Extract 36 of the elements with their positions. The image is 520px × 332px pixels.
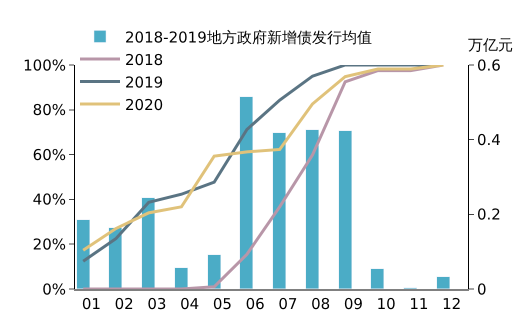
y-tick-label: 0% — [42, 280, 66, 298]
x-tick-label: 06 — [246, 295, 265, 313]
bar — [370, 268, 384, 289]
x-tick-label: 12 — [442, 295, 462, 313]
y-tick-label: 60% — [32, 146, 66, 164]
x-tick-label: 11 — [409, 295, 428, 313]
y-tick-label: 20% — [32, 235, 66, 254]
x-tick-label: 04 — [180, 295, 200, 313]
y2-tick-label: 0 — [477, 280, 487, 298]
x-tick-label: 10 — [376, 295, 396, 313]
bar — [436, 276, 450, 289]
y2-tick-label: 0.2 — [477, 206, 501, 224]
bar — [306, 130, 319, 289]
y-tick-label: 80% — [32, 101, 66, 120]
legend-label: 2020 — [125, 96, 164, 114]
legend-label: 2018-2019地方政府新增债发行均值 — [125, 28, 372, 46]
bar — [272, 132, 286, 289]
x-tick-label: 03 — [147, 295, 166, 313]
x-tick-label: 07 — [278, 295, 298, 313]
x-tick-label: 09 — [344, 295, 363, 313]
x-tick-label: 08 — [311, 295, 330, 313]
x-tick-label: 02 — [114, 295, 134, 313]
legend-label: 2019 — [125, 73, 164, 92]
y2-tick-label: 0.4 — [477, 130, 501, 149]
bar — [338, 130, 352, 289]
bar — [174, 268, 188, 289]
bar — [142, 198, 155, 289]
y-tick-label: 100% — [23, 56, 66, 74]
y2-axis-title: 万亿元 — [468, 36, 513, 54]
x-tick-label: 01 — [82, 295, 101, 313]
y-tick-label: 40% — [32, 190, 66, 209]
legend-label: 2018 — [125, 50, 164, 69]
bar — [240, 96, 253, 289]
x-tick-label: 05 — [212, 295, 232, 313]
y2-tick-label: 0.6 — [477, 56, 501, 74]
bar — [76, 220, 90, 289]
